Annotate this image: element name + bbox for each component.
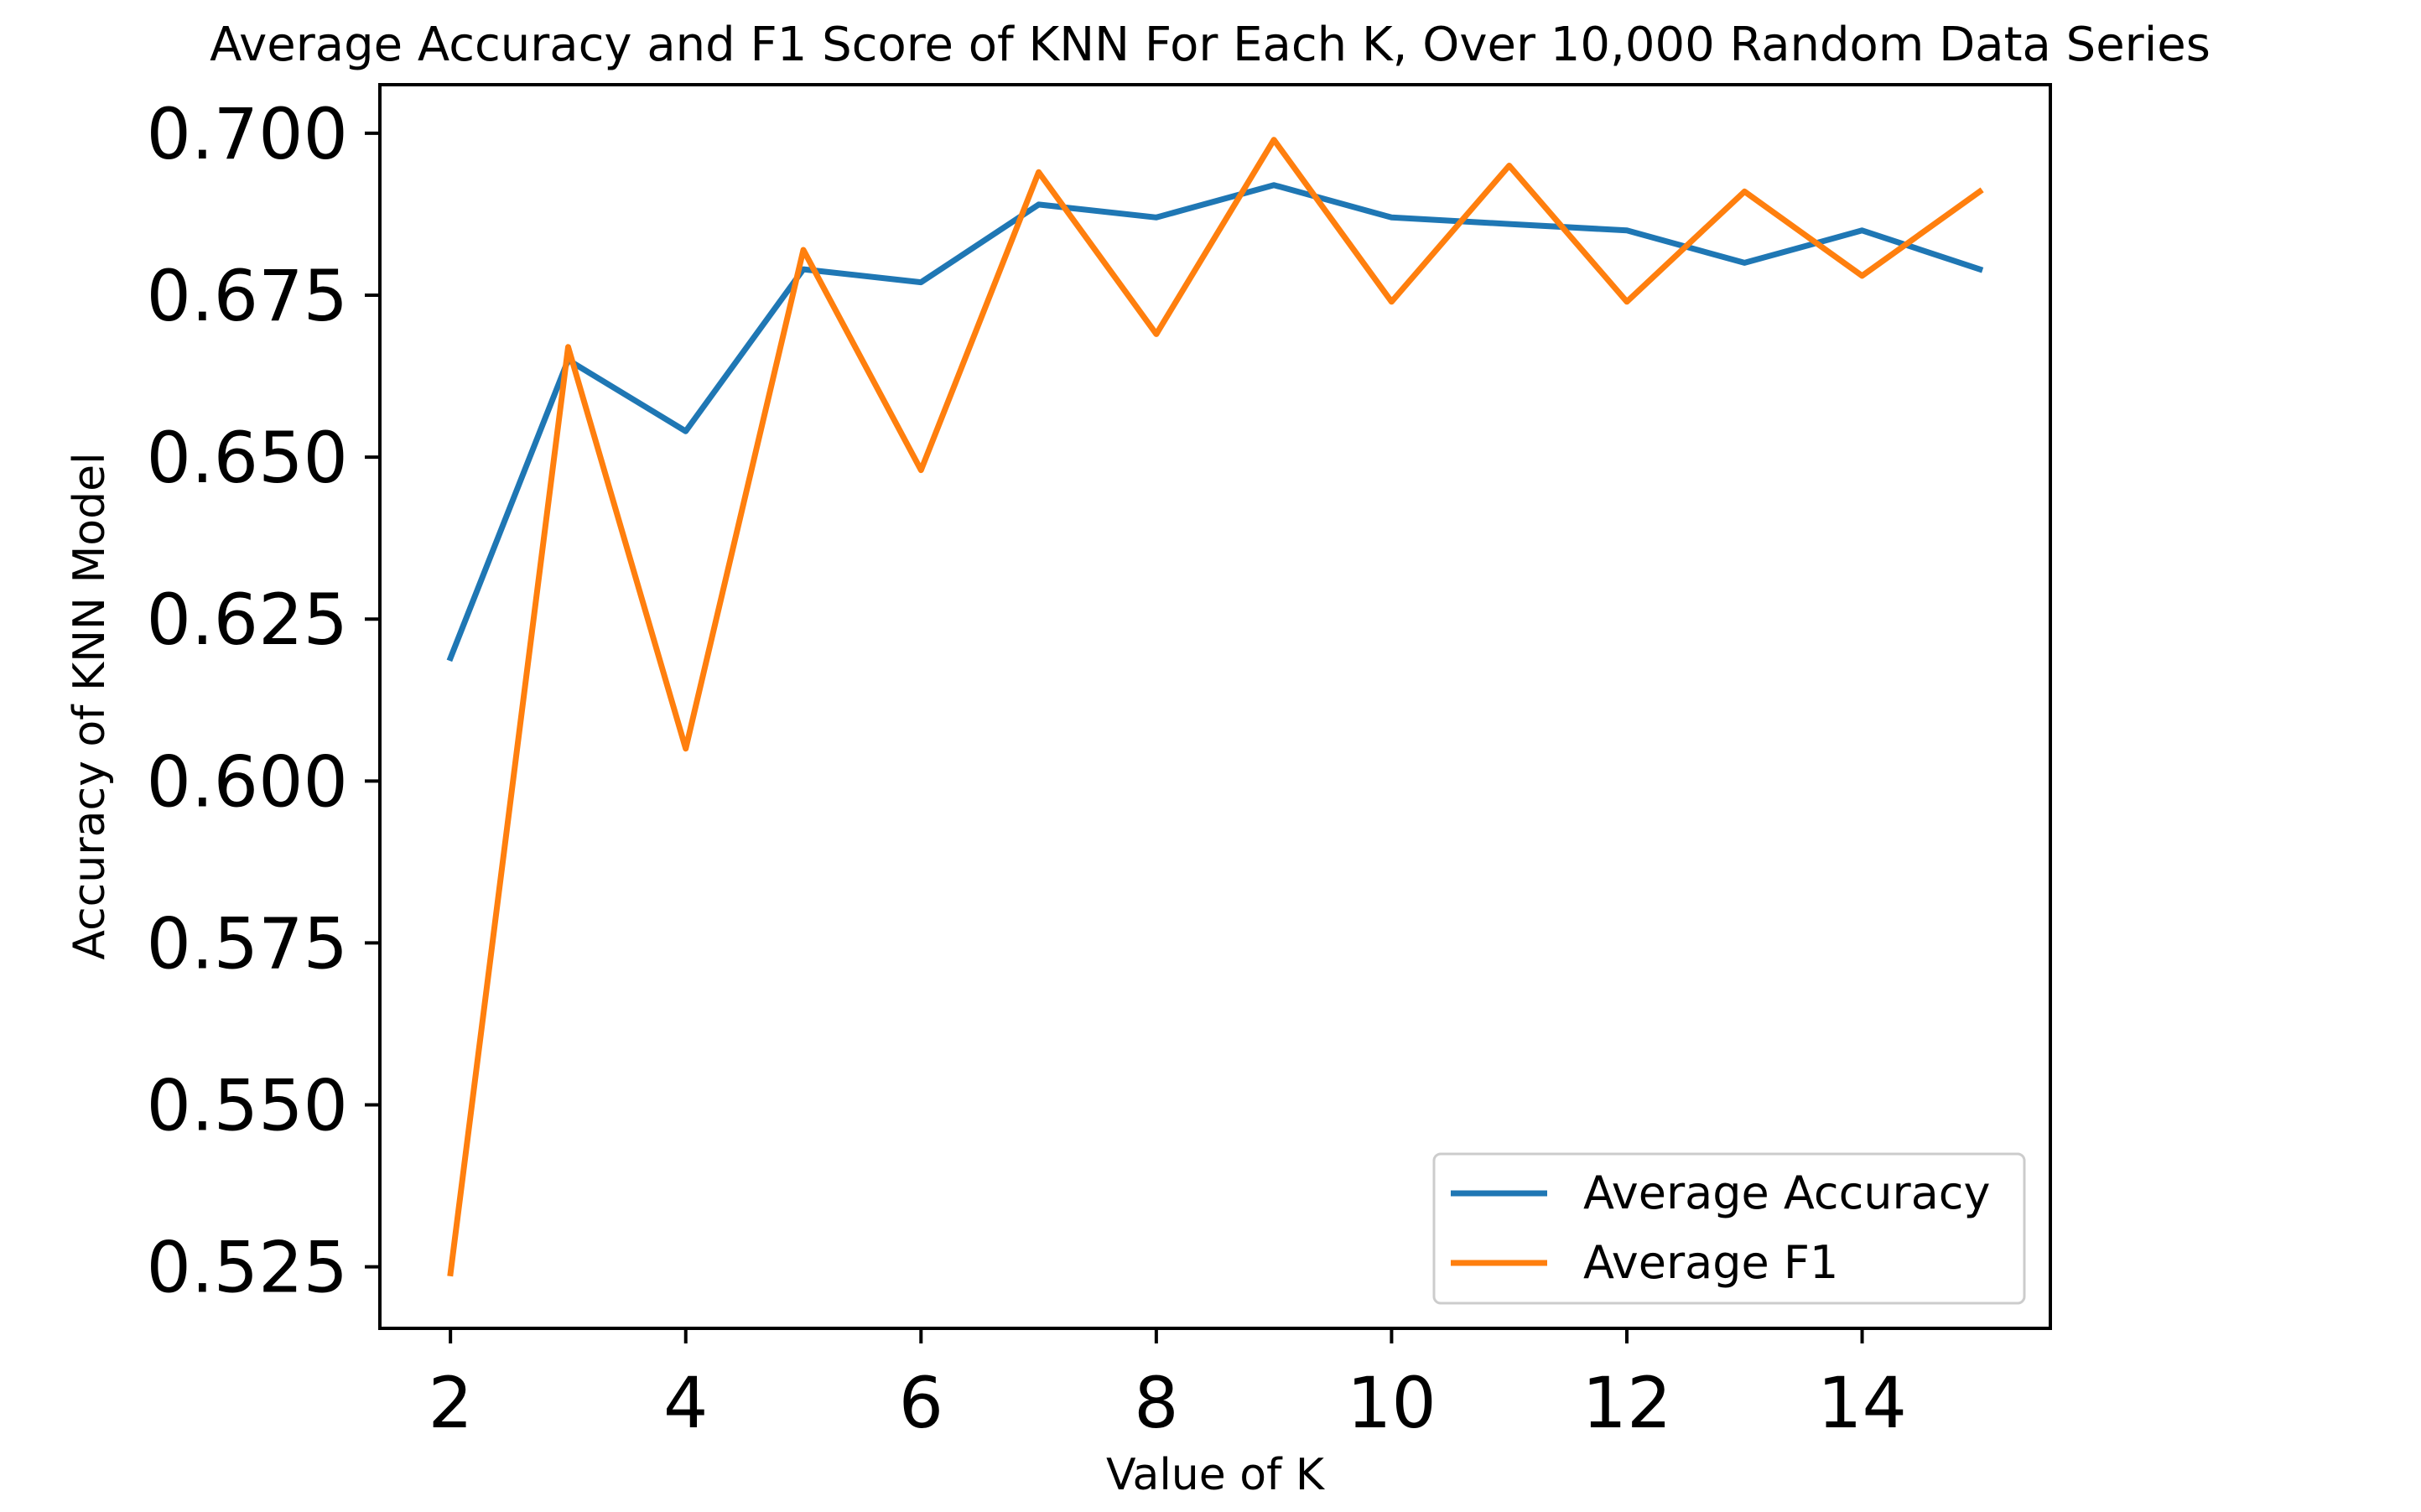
- y-tick-label: 0.700: [147, 93, 348, 175]
- x-tick-label: 6: [899, 1362, 943, 1444]
- legend-label-average-f1: Average F1: [1583, 1236, 1838, 1289]
- legend-label-average-accuracy: Average Accuracy: [1583, 1166, 1990, 1219]
- series-line-average-f1: [447, 137, 1984, 1277]
- plot-frame: [378, 83, 2052, 1330]
- y-tick-label: 0.575: [147, 902, 348, 985]
- legend-box: [1432, 1152, 2026, 1305]
- y-tick-label: 0.550: [147, 1065, 348, 1147]
- x-tick-label: 14: [1817, 1362, 1907, 1444]
- legend: Average Accuracy Average F1: [1432, 1152, 2026, 1305]
- chart-title: Average Accuracy and F1 Score of KNN For…: [210, 18, 2211, 72]
- x-axis: 2 4 6 8 10 12 14: [428, 1328, 1907, 1444]
- y-tick-label: 0.600: [147, 740, 348, 823]
- series-line-average-accuracy: [446, 182, 1984, 662]
- x-tick-label: 8: [1134, 1362, 1178, 1444]
- x-tick-label: 10: [1347, 1362, 1436, 1444]
- y-tick-label: 0.650: [147, 417, 348, 499]
- x-tick-label: 12: [1582, 1362, 1672, 1444]
- x-axis-label: Value of K: [1106, 1450, 1326, 1500]
- y-tick-label: 0.525: [147, 1227, 348, 1309]
- y-tick-label: 0.625: [147, 579, 348, 661]
- series-layer: [446, 137, 1984, 1277]
- x-tick-label: 4: [663, 1362, 708, 1444]
- x-tick-label: 2: [428, 1362, 472, 1444]
- y-tick-label: 0.675: [147, 255, 348, 337]
- y-axis-label: Accuracy of KNN Model: [65, 452, 115, 959]
- y-axis: 0.525 0.550 0.575 0.600 0.625 0.650 0.675 0.700: [147, 93, 380, 1309]
